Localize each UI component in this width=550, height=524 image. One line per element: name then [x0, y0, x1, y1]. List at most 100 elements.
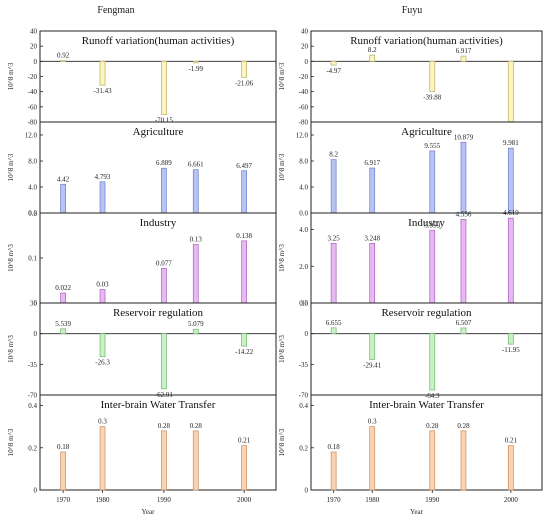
bar-1990	[161, 333, 167, 390]
data-label-2000: 4.619	[503, 209, 519, 217]
bar-1990	[161, 268, 167, 304]
x-tick-label: 1970	[56, 496, 71, 504]
bar-2000	[507, 217, 514, 304]
bar-1970	[330, 451, 337, 491]
y-tick-label: 0	[305, 58, 309, 66]
y-tick-label: 20	[30, 43, 38, 51]
y-axis-unit: 10^8 m^3	[278, 244, 286, 272]
y-tick-label: 4.0	[299, 184, 308, 192]
y-tick-label: 0.2	[28, 210, 37, 218]
y-tick-label: 40	[301, 28, 309, 36]
bar-1995	[460, 327, 467, 335]
y-tick-label: 8.0	[299, 158, 308, 166]
x-tick-label: 1970	[327, 496, 342, 504]
bar-1990	[429, 60, 436, 92]
y-tick-label: 35	[301, 300, 309, 308]
data-label-2000: 0.138	[236, 232, 252, 240]
bar-1980	[99, 60, 106, 86]
data-label-2000: 9.981	[503, 139, 519, 147]
data-label-1980: -26.3	[95, 359, 110, 367]
bar-1990	[429, 333, 436, 391]
bar-2000	[507, 147, 514, 214]
bar-1980	[99, 181, 106, 214]
bar-1980	[369, 167, 376, 214]
y-tick-label: 0	[305, 487, 309, 495]
panel-title: Runoff variation(human activities)	[350, 35, 503, 47]
data-label-1980: -29.41	[363, 361, 382, 369]
data-label-1970: 3.25	[328, 234, 341, 242]
panel-title: Inter-brain Water Transfer	[369, 399, 484, 411]
panel-title: Industry	[408, 217, 445, 229]
panel-frame	[39, 394, 277, 491]
data-label-1995: 5.079	[188, 320, 204, 328]
y-tick-label: 35	[30, 300, 38, 308]
data-label-1970: 0.18	[57, 443, 70, 451]
data-label-2000: 0.21	[505, 437, 518, 445]
y-tick-label: 0	[34, 58, 38, 66]
data-label-1970: 0.92	[57, 52, 70, 60]
y-tick-label: -60	[28, 103, 38, 111]
bar-1970	[330, 159, 337, 214]
y-axis-unit: 10^8 m^3	[278, 62, 286, 90]
x-tick-label: 1990	[425, 496, 440, 504]
data-label-1990: -64.3	[425, 392, 440, 400]
y-axis-unit: 10^8 m^3	[278, 428, 286, 456]
bar-2000	[507, 60, 514, 122]
bar-1970	[60, 60, 66, 62]
y-tick-label: -20	[28, 73, 38, 81]
bar-1995	[460, 141, 467, 214]
bar-1995	[192, 60, 199, 64]
bar-1990	[429, 150, 436, 214]
data-label-1970: 6.655	[326, 319, 342, 327]
y-tick-label: 4.0	[28, 184, 37, 192]
data-label-1980: 0.3	[98, 418, 107, 426]
bar-1995	[460, 55, 467, 62]
bar-1970	[330, 60, 337, 66]
y-tick-label: -40	[299, 88, 309, 96]
y-tick-label: -80	[28, 119, 38, 127]
y-axis-unit: 10^8 m^3	[7, 62, 15, 90]
bar-1995	[460, 430, 467, 491]
bar-1990	[161, 167, 167, 214]
y-tick-label: 12.0	[296, 132, 309, 140]
data-label-2000: -11.95	[502, 346, 520, 354]
bar-1990	[161, 60, 167, 115]
data-label-1970: -4.97	[326, 67, 341, 75]
x-tick-label: 2000	[237, 496, 252, 504]
y-axis-unit: 10^8 m^3	[7, 428, 15, 456]
bar-1980	[99, 289, 106, 304]
y-tick-label: 12.0	[25, 132, 38, 140]
panel-title: Runoff variation(human activities)	[82, 35, 235, 47]
data-label-1995: 4.556	[456, 210, 472, 218]
panel-title: Reservoir regulation	[113, 307, 204, 319]
data-label-2000: -21.06	[235, 79, 254, 87]
bar-2000	[507, 445, 514, 491]
bar-1990	[429, 430, 436, 491]
data-label-1995: 0.28	[190, 422, 203, 430]
bar-1980	[369, 426, 376, 491]
y-tick-label: 2.0	[299, 263, 308, 271]
panel-title: Inter-brain Water Transfer	[101, 399, 216, 411]
bar-1970	[60, 292, 66, 304]
bar-1970	[330, 327, 337, 335]
bar-1995	[192, 169, 199, 214]
panel-title: Reservoir regulation	[381, 307, 472, 319]
data-label-1980: -31.43	[93, 87, 112, 95]
data-label-1980: 6.917	[364, 159, 380, 167]
y-tick-label: -20	[299, 73, 309, 81]
x-tick-label: 1980	[96, 496, 111, 504]
data-label-1980: 4.793	[95, 173, 111, 181]
data-label-1980: 8.2	[368, 46, 377, 54]
bar-1990	[161, 430, 167, 491]
bar-2000	[241, 170, 247, 214]
bar-1980	[369, 54, 376, 62]
y-tick-label: 0.0	[28, 210, 37, 218]
data-label-1970: 0.022	[55, 284, 71, 292]
data-label-2000: -14.22	[235, 348, 254, 356]
y-tick-label: 0.2	[28, 444, 37, 452]
data-label-2000: 6.497	[236, 162, 252, 170]
data-label-1990: 0.28	[158, 422, 171, 430]
bar-1995	[192, 328, 199, 335]
bar-2000	[241, 240, 247, 304]
